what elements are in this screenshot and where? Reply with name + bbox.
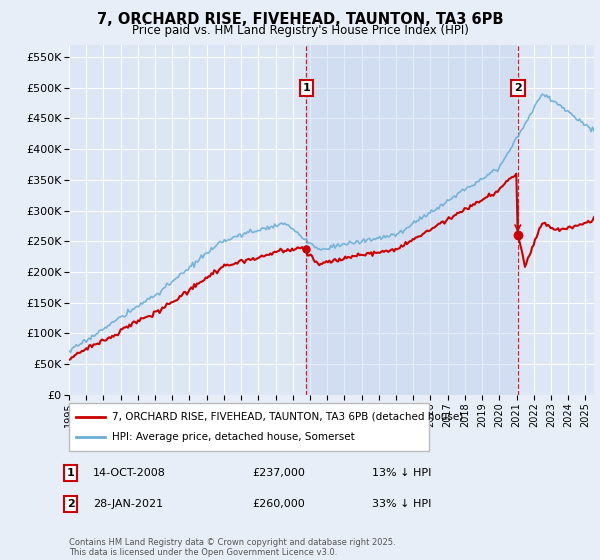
Text: 7, ORCHARD RISE, FIVEHEAD, TAUNTON, TA3 6PB: 7, ORCHARD RISE, FIVEHEAD, TAUNTON, TA3 … [97, 12, 503, 27]
Text: 2: 2 [67, 499, 74, 509]
FancyBboxPatch shape [69, 403, 429, 451]
Text: £260,000: £260,000 [252, 499, 305, 509]
Text: 14-OCT-2008: 14-OCT-2008 [93, 468, 166, 478]
Text: 33% ↓ HPI: 33% ↓ HPI [372, 499, 431, 509]
Text: 7, ORCHARD RISE, FIVEHEAD, TAUNTON, TA3 6PB (detached house): 7, ORCHARD RISE, FIVEHEAD, TAUNTON, TA3 … [112, 412, 463, 422]
Text: 28-JAN-2021: 28-JAN-2021 [93, 499, 163, 509]
Text: 13% ↓ HPI: 13% ↓ HPI [372, 468, 431, 478]
Text: £237,000: £237,000 [252, 468, 305, 478]
Text: Contains HM Land Registry data © Crown copyright and database right 2025.
This d: Contains HM Land Registry data © Crown c… [69, 538, 395, 557]
Text: 1: 1 [67, 468, 74, 478]
Text: 1: 1 [302, 83, 310, 93]
Text: HPI: Average price, detached house, Somerset: HPI: Average price, detached house, Some… [112, 432, 355, 442]
Bar [306, 45, 518, 395]
Text: Price paid vs. HM Land Registry's House Price Index (HPI): Price paid vs. HM Land Registry's House … [131, 24, 469, 37]
Text: 2: 2 [514, 83, 522, 93]
